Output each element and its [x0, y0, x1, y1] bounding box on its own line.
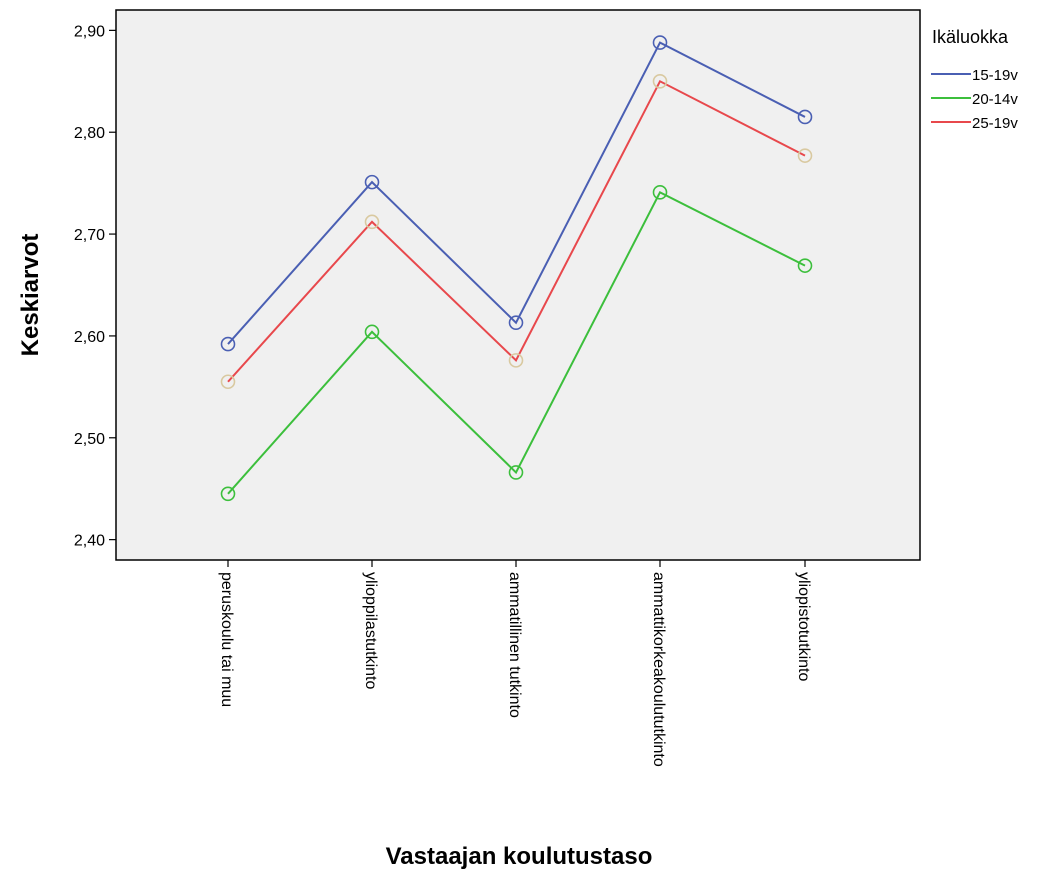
data-point [508, 353, 524, 368]
y-tick-label: 2,50 [74, 431, 105, 448]
series-line [227, 79, 806, 383]
data-point [797, 258, 813, 273]
data-point [652, 73, 668, 89]
x-tick-label: peruskoulu tai muu [218, 572, 235, 707]
y-tick-label: 2,90 [74, 23, 105, 40]
y-tick-label: 2,40 [74, 533, 105, 550]
data-point [508, 465, 524, 480]
legend-label: 25-19v [972, 115, 1018, 132]
data-point [220, 486, 236, 502]
data-point [652, 35, 668, 50]
data-point [364, 174, 380, 190]
legend: Ikäluokka 15-19v 20-14v 25-19v [931, 27, 1018, 132]
x-tick-label: ammatillinen tutkinto [506, 572, 523, 718]
data-point [220, 374, 236, 390]
series-group [220, 35, 813, 502]
legend-label: 20-14v [972, 91, 1018, 108]
y-tick-label: 2,80 [74, 125, 105, 142]
y-axis: 2,40 2,50 2,60 2,70 2,80 2,90 [74, 23, 116, 550]
data-point [797, 148, 813, 163]
plot-area [115, 9, 921, 561]
data-point [220, 336, 236, 352]
x-tick-label: ylioppilastutkinto [362, 572, 379, 690]
x-axis-title: Vastaajan koulutustaso [386, 843, 653, 870]
data-point [797, 109, 813, 125]
y-tick-label: 2,60 [74, 329, 105, 346]
x-tick-label: ammattikorkeakoulututkinto [650, 572, 667, 767]
series-line [227, 190, 806, 495]
legend-label: 15-19v [972, 67, 1018, 84]
series-line [227, 41, 806, 345]
data-point [508, 315, 524, 330]
x-axis: peruskoulu tai muu ylioppilastutkinto amma… [218, 560, 812, 767]
legend-title: Ikäluokka [932, 27, 1009, 47]
data-point [364, 214, 380, 230]
x-tick-label: yliopistotutkinto [795, 572, 812, 681]
y-axis-title: Keskiarvot [17, 234, 44, 357]
data-point [364, 324, 380, 340]
y-tick-label: 2,70 [74, 227, 105, 244]
data-point [652, 185, 668, 200]
